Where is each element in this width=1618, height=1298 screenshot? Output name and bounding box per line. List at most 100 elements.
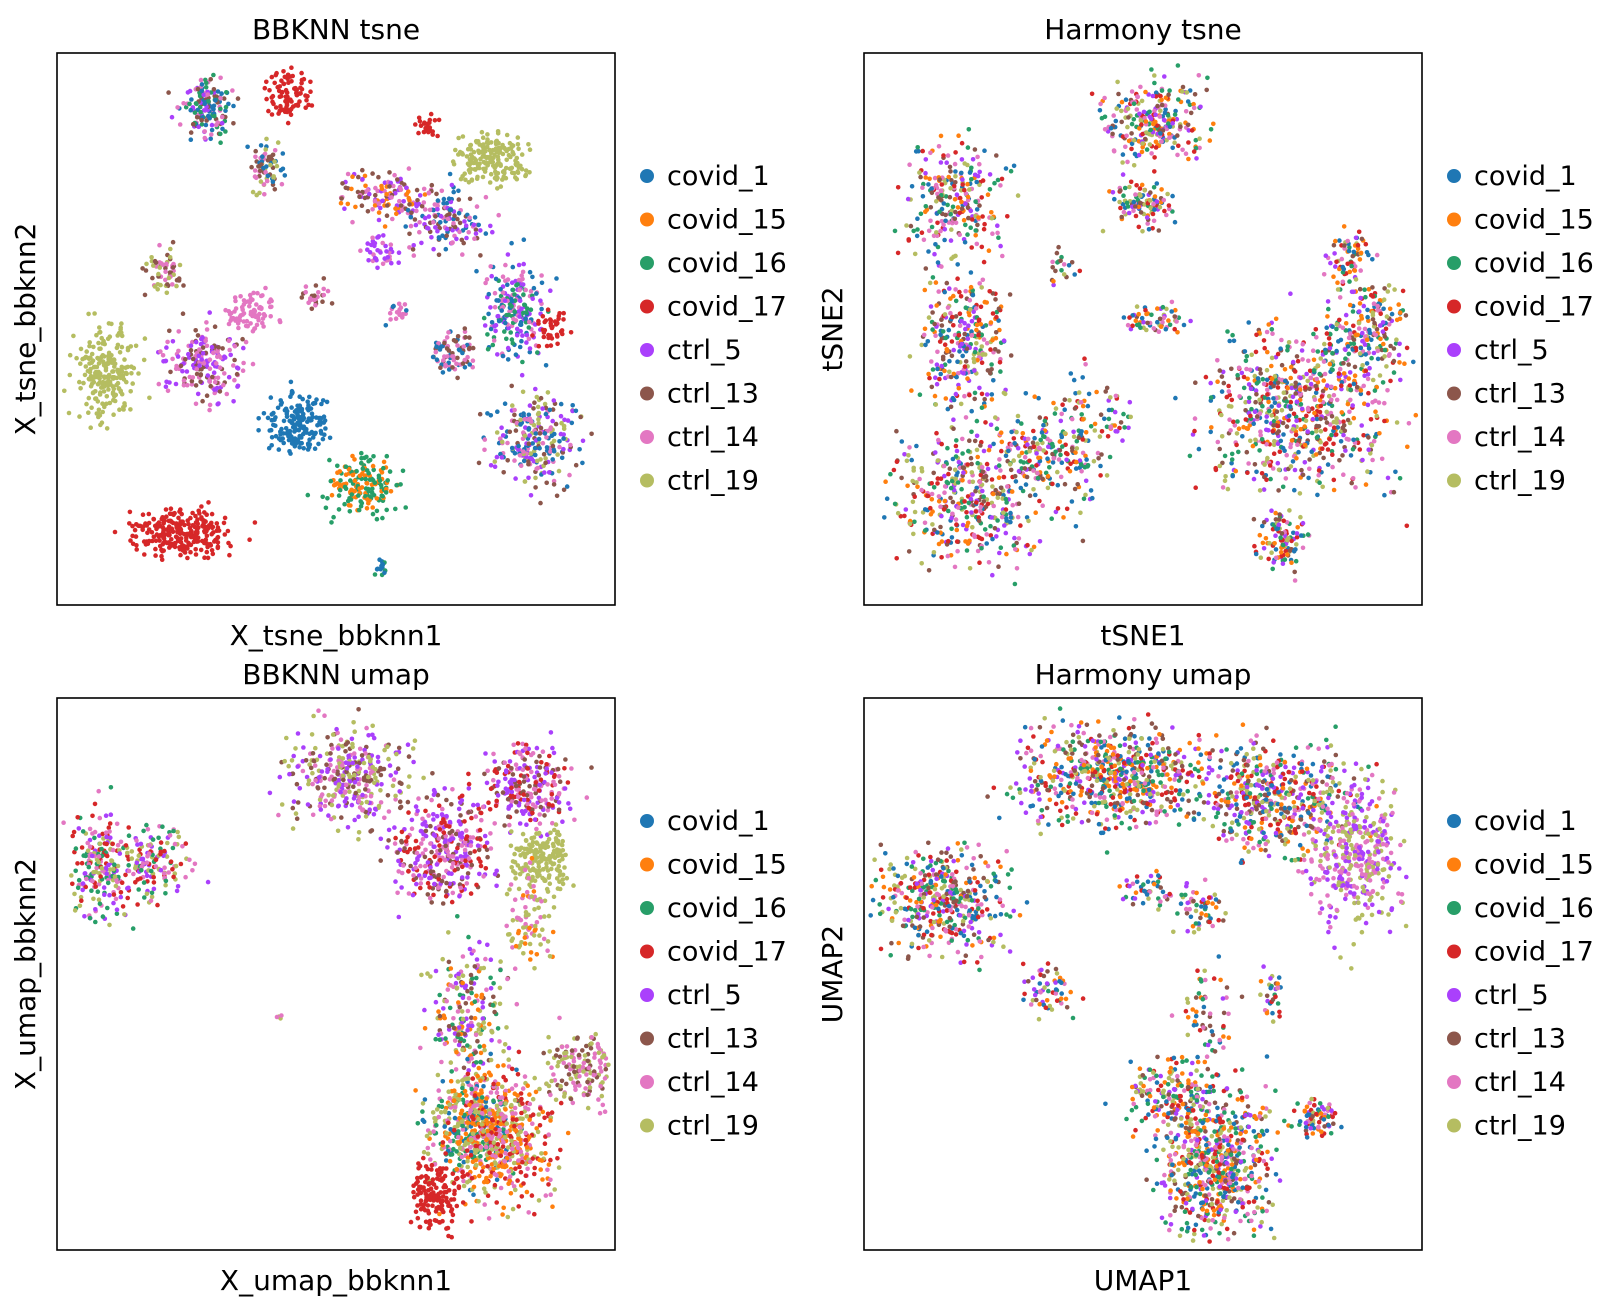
scatter-point xyxy=(1290,426,1296,432)
scatter-point xyxy=(163,269,168,275)
scatter-point xyxy=(1318,439,1323,445)
scatter-point xyxy=(450,227,455,233)
scatter-point xyxy=(467,157,473,162)
scatter-point xyxy=(223,108,228,113)
scatter-point xyxy=(987,187,993,192)
scatter-point xyxy=(1012,581,1018,587)
scatter-point xyxy=(241,345,246,351)
scatter-point xyxy=(1337,458,1342,463)
scatter-point xyxy=(520,389,526,395)
scatter-point xyxy=(1124,200,1130,206)
scatter-point xyxy=(188,549,193,555)
scatter-point xyxy=(954,448,960,454)
scatter-point xyxy=(1112,196,1117,202)
scatter-point xyxy=(370,505,376,510)
scatter-point xyxy=(957,289,962,295)
scatter-point xyxy=(947,286,952,291)
scatter-point xyxy=(218,75,223,81)
scatter-point xyxy=(1360,363,1365,368)
scatter-point xyxy=(989,362,994,367)
scatter-point xyxy=(957,349,962,354)
scatter-point xyxy=(231,121,236,126)
scatter-point xyxy=(520,333,525,338)
scatter-point xyxy=(1239,370,1245,376)
scatter-point xyxy=(202,129,207,134)
scatter-point xyxy=(396,301,402,307)
scatter-point xyxy=(359,455,364,461)
scatter-point xyxy=(188,343,194,349)
scatter-point xyxy=(959,157,965,162)
scatter-point xyxy=(153,553,158,558)
scatter-point xyxy=(936,195,941,200)
scatter-point xyxy=(492,459,498,464)
scatter-point xyxy=(370,511,376,517)
scatter-point xyxy=(920,148,925,154)
scatter-point xyxy=(1229,397,1235,403)
scatter-point xyxy=(372,480,378,486)
scatter-point xyxy=(956,505,961,510)
scatter-point xyxy=(922,528,928,533)
scatter-point xyxy=(513,318,519,323)
scatter-point xyxy=(522,433,528,439)
scatter-point xyxy=(1389,311,1395,317)
scatter-point xyxy=(947,466,953,472)
scatter-point xyxy=(1298,402,1304,407)
scatter-point xyxy=(280,166,286,172)
scatter-point xyxy=(970,157,976,162)
scatter-point xyxy=(1331,477,1337,483)
scatter-point xyxy=(962,499,967,504)
scatter-point xyxy=(959,206,965,211)
scatter-point xyxy=(555,334,560,339)
scatter-point xyxy=(500,274,506,280)
scatter-point xyxy=(978,304,984,310)
scatter-point xyxy=(345,201,351,207)
scatter-point xyxy=(313,303,318,308)
scatter-point xyxy=(977,161,982,167)
scatter-point xyxy=(936,499,942,504)
scatter-point xyxy=(239,304,245,310)
scatter-point xyxy=(938,160,944,165)
scatter-point xyxy=(374,496,380,501)
scatter-point xyxy=(953,476,958,482)
scatter-point xyxy=(485,332,490,337)
scatter-point xyxy=(276,436,282,441)
scatter-point xyxy=(356,507,362,513)
scatter-point xyxy=(264,96,269,102)
scatter-point xyxy=(438,365,443,371)
scatter-point xyxy=(1333,432,1339,437)
scatter-point xyxy=(531,285,537,291)
scatter-point xyxy=(977,169,982,175)
scatter-point xyxy=(974,179,979,185)
scatter-point xyxy=(1018,485,1024,491)
scatter-point xyxy=(394,482,399,488)
scatter-point xyxy=(1055,469,1060,475)
scatter-point xyxy=(527,346,533,351)
scatter-point xyxy=(151,534,157,540)
scatter-point xyxy=(511,170,517,176)
scatter-point xyxy=(1129,121,1135,127)
scatter-point xyxy=(357,194,362,200)
scatter-point xyxy=(271,174,277,179)
scatter-point xyxy=(1008,467,1014,473)
scatter-point xyxy=(1311,368,1317,373)
scatter-point xyxy=(1175,63,1181,68)
scatter-point xyxy=(914,443,919,449)
scatter-point xyxy=(960,522,966,528)
scatter-point xyxy=(443,246,449,252)
scatter-point xyxy=(473,231,479,236)
scatter-point xyxy=(380,261,386,267)
scatter-point xyxy=(206,98,211,104)
scatter-point xyxy=(1161,117,1167,123)
scatter-point xyxy=(1310,416,1316,422)
scatter-point xyxy=(1196,446,1202,452)
scatter-point xyxy=(175,530,180,535)
scatter-point xyxy=(1144,147,1150,152)
scatter-point xyxy=(959,341,964,347)
scatter-point xyxy=(195,86,201,92)
scatter-point xyxy=(929,224,935,230)
scatter-point xyxy=(969,470,975,475)
scatter-point xyxy=(945,305,951,310)
scatter-point xyxy=(1404,345,1410,351)
scatter-point xyxy=(252,174,258,179)
scatter-point xyxy=(909,457,914,463)
